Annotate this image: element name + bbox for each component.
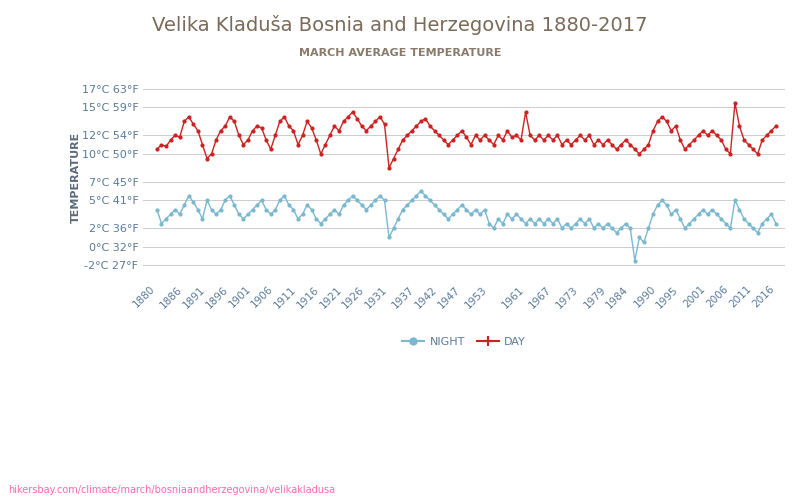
Legend: NIGHT, DAY: NIGHT, DAY: [398, 332, 530, 351]
Text: hikersbay.com/climate/march/bosniaandherzegovina/velikakladusa: hikersbay.com/climate/march/bosniaandher…: [8, 485, 335, 495]
Text: Velika Kladuša Bosnia and Herzegovina 1880-2017: Velika Kladuša Bosnia and Herzegovina 18…: [152, 15, 648, 35]
Text: MARCH AVERAGE TEMPERATURE: MARCH AVERAGE TEMPERATURE: [298, 48, 502, 58]
Y-axis label: TEMPERATURE: TEMPERATURE: [71, 132, 81, 223]
